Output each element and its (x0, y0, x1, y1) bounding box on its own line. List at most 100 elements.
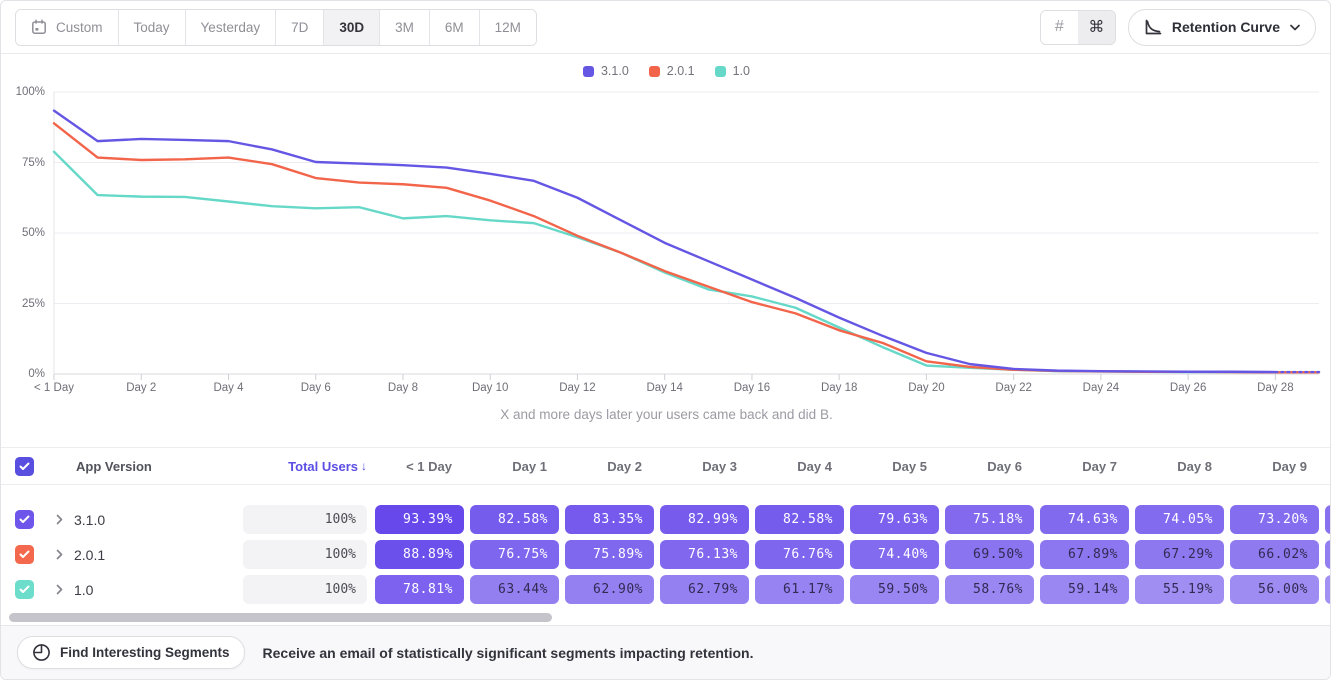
retention-cell-day-0[interactable]: 78.81% (375, 575, 464, 604)
legend-swatch-2-0-1 (648, 65, 660, 77)
day-header-day-9[interactable]: Day 9 (1272, 458, 1307, 474)
x-tick-day-6: Day 6 (300, 382, 331, 394)
retention-cell-clipped (1325, 575, 1330, 604)
x-tick-day-28: Day 28 (1257, 382, 1294, 394)
total-users-header[interactable]: Total Users ↓ (288, 458, 367, 474)
retention-cell-day-5[interactable]: 79.63% (850, 505, 939, 534)
table-row-1-0: 1.0 100% 78.81% 63.44% 62.90% 62.79% 61.17% 59.… (1, 572, 1330, 607)
y-tick-75: 75% (21, 156, 45, 169)
date-range-button-3m[interactable]: 3M (379, 9, 429, 45)
row-expand-chevron-icon (56, 514, 63, 525)
footer-message: Receive an email of statistically signif… (262, 644, 754, 661)
expand-row-button[interactable] (56, 584, 63, 595)
retention-cell-day-8[interactable]: 67.29% (1135, 540, 1224, 569)
retention-cell-day-1[interactable]: 76.75% (470, 540, 559, 569)
retention-cell-day-0[interactable]: 88.89% (375, 540, 464, 569)
horizontal-scrollbar-thumb[interactable] (9, 613, 552, 622)
day-header-day-1[interactable]: Day 1 (512, 458, 547, 474)
retention-cell-day-6[interactable]: 69.50% (945, 540, 1034, 569)
retention-cell-day-4[interactable]: 76.76% (755, 540, 844, 569)
x-tick-day-10: Day 10 (471, 382, 509, 394)
retention-cell-day-7[interactable]: 59.14% (1040, 575, 1129, 604)
date-range-label: 6M (444, 19, 464, 35)
legend-label: 1.0 (732, 64, 750, 78)
retention-cell-day-6[interactable]: 58.76% (945, 575, 1034, 604)
day-header-1-day[interactable]: < 1 Day (406, 458, 452, 474)
retention-cell-day-2[interactable]: 62.90% (565, 575, 654, 604)
legend-swatch-3-1-0 (582, 65, 594, 77)
legend-item-2-0-1: 2.0.1 (648, 64, 695, 78)
row-expand-chevron-icon (56, 549, 63, 560)
retention-cell-day-8[interactable]: 55.19% (1135, 575, 1224, 604)
retention-cell-day-9[interactable]: 73.20% (1230, 505, 1319, 534)
table-header-row: App Version Total Users ↓ < 1 Day Day 1 Da… (1, 447, 1330, 485)
legend-item-3-1-0: 3.1.0 (582, 64, 629, 78)
retention-cell-day-9[interactable]: 56.00% (1230, 575, 1319, 604)
chart-type-dropdown[interactable]: Retention Curve (1127, 8, 1316, 46)
retention-cell-clipped (1325, 505, 1330, 534)
retention-cell-day-8[interactable]: 74.05% (1135, 505, 1224, 534)
row-total-cell: 100% (243, 540, 367, 569)
retention-cell-day-5[interactable]: 59.50% (850, 575, 939, 604)
retention-cell-day-7[interactable]: 67.89% (1040, 540, 1129, 569)
chevron-down-icon (1290, 24, 1300, 31)
retention-cell-day-1[interactable]: 63.44% (470, 575, 559, 604)
day-header-day-8[interactable]: Day 8 (1177, 458, 1212, 474)
row-checkbox-1-0[interactable] (15, 580, 34, 599)
expand-row-button[interactable] (56, 514, 63, 525)
row-checkbox-3-1-0[interactable] (15, 510, 34, 529)
retention-cell-day-6[interactable]: 75.18% (945, 505, 1034, 534)
retention-cell-day-3[interactable]: 76.13% (660, 540, 749, 569)
select-all-cell (1, 456, 42, 476)
legend-label: 3.1.0 (600, 64, 629, 78)
y-tick-25: 25% (21, 297, 45, 310)
date-range-button-custom[interactable]: Custom (16, 9, 118, 45)
retention-cell-day-2[interactable]: 75.89% (565, 540, 654, 569)
date-range-button-6m[interactable]: 6M (428, 9, 479, 45)
date-range-button-12m[interactable]: 12M (478, 9, 536, 45)
find-interesting-segments-button[interactable]: Find Interesting Segments (17, 636, 245, 669)
date-range-button-7d[interactable]: 7D (275, 9, 324, 45)
version-label: 1.0 (74, 581, 94, 598)
number-view-toggle[interactable]: # (1040, 10, 1078, 44)
retention-cell-day-4[interactable]: 82.58% (755, 505, 844, 534)
total-users-value: 100% (243, 505, 367, 534)
x-tick-day-22: Day 22 (995, 382, 1032, 394)
retention-cells: 93.39% 82.58% 83.35% 82.99% 82.58% 79.63% 75.1… (375, 505, 1330, 534)
view-toggle-group: # ⌘ (1039, 9, 1116, 45)
day-header-day-4[interactable]: Day 4 (797, 458, 832, 474)
retention-line-plot (52, 91, 1321, 380)
select-all-checkbox[interactable] (15, 456, 34, 476)
retention-cell-day-9[interactable]: 66.02% (1230, 540, 1319, 569)
row-total-cell: 100% (243, 505, 367, 534)
day-header-day-7[interactable]: Day 7 (1082, 458, 1117, 474)
retention-cell-day-5[interactable]: 74.40% (850, 540, 939, 569)
retention-cell-day-1[interactable]: 82.58% (470, 505, 559, 534)
date-range-button-30d[interactable]: 30D (323, 9, 380, 45)
toolbar: Custom Today Yesterday 7D 30D 3M 6M 12M # ⌘ Ret… (1, 1, 1330, 54)
app-version-header: App Version (76, 458, 152, 474)
command-view-toggle[interactable]: ⌘ (1077, 10, 1115, 44)
day-header-day-3[interactable]: Day 3 (702, 458, 737, 474)
sort-descending-icon: ↓ (361, 459, 367, 473)
retention-curve-icon (1144, 19, 1162, 36)
x-tick-1-day: < 1 Day (34, 382, 74, 394)
row-total-cell: 100% (243, 575, 367, 604)
y-tick-100: 100% (15, 86, 45, 98)
date-range-button-today[interactable]: Today (117, 9, 185, 45)
day-header-day-5[interactable]: Day 5 (892, 458, 927, 474)
expand-row-button[interactable] (56, 549, 63, 560)
date-range-button-yesterday[interactable]: Yesterday (184, 9, 276, 45)
retention-cell-day-7[interactable]: 74.63% (1040, 505, 1129, 534)
retention-cell-day-0[interactable]: 93.39% (375, 505, 464, 534)
retention-cell-day-3[interactable]: 62.79% (660, 575, 749, 604)
day-header-day-6[interactable]: Day 6 (987, 458, 1022, 474)
retention-cell-day-2[interactable]: 83.35% (565, 505, 654, 534)
legend-label: 2.0.1 (666, 64, 695, 78)
row-checkbox-2-0-1[interactable] (15, 545, 34, 564)
retention-cell-day-3[interactable]: 82.99% (660, 505, 749, 534)
calendar-icon (32, 19, 46, 34)
day-header-day-2[interactable]: Day 2 (607, 458, 642, 474)
retention-cell-day-4[interactable]: 61.17% (755, 575, 844, 604)
